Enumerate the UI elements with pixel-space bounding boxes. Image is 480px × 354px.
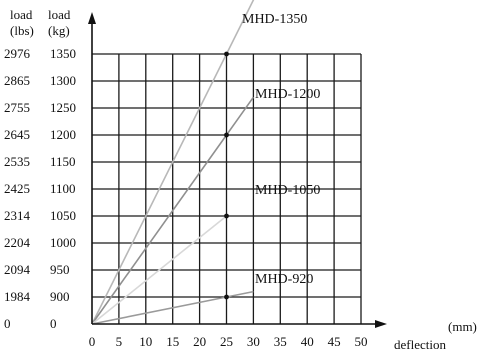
series-label: MHD-920	[255, 272, 313, 287]
header-kg: (kg)	[48, 23, 70, 38]
axes	[88, 12, 387, 328]
series-line	[91, 215, 228, 325]
x-tick-label: 20	[193, 334, 206, 349]
series-label: MHD-1200	[255, 87, 320, 102]
series-label: MHD-1350	[242, 12, 307, 27]
x-tick-label: 25	[220, 334, 233, 349]
y-tick-label-lbs: 2755	[4, 100, 30, 115]
grid	[92, 53, 362, 324]
y-tick-label-kg: 950	[50, 262, 70, 277]
header-lbs: load	[10, 7, 33, 22]
x-axis-unit: (mm)	[448, 319, 477, 334]
x-axis-label: deflection	[394, 337, 446, 352]
y-tick-label-kg: 1250	[50, 100, 76, 115]
y-tick-label-kg: 900	[50, 289, 70, 304]
x-tick-label: 15	[166, 334, 179, 349]
y-tick-label-kg: 1300	[50, 73, 76, 88]
x-axis-arrow	[375, 320, 387, 328]
y-tick-label-kg: 1200	[50, 127, 76, 142]
x-tick-label: 0	[89, 334, 96, 349]
y-tick-label-lbs: 2535	[4, 154, 30, 169]
y-tick-label-kg: 1050	[50, 208, 76, 223]
x-tick-label: 35	[274, 334, 287, 349]
x-tick-label: 40	[301, 334, 314, 349]
x-tick-label: 5	[116, 334, 123, 349]
x-tick-label: 45	[328, 334, 341, 349]
y-tick-label-lbs: 2645	[4, 127, 30, 142]
y-tick-label-lbs: 2976	[4, 46, 31, 61]
y-tick-label-kg: 1100	[50, 181, 76, 196]
y-tick-label-lbs: 1984	[4, 289, 31, 304]
series-point	[224, 132, 229, 138]
series-point	[224, 51, 229, 57]
x-tick-label: 50	[355, 334, 368, 349]
y-tick-label-kg: 0	[50, 316, 57, 331]
y-tick-label-kg: 1000	[50, 235, 76, 250]
y-axis-arrow	[88, 12, 96, 24]
y-tick-label-lbs: 2425	[4, 181, 30, 196]
x-tick-label: 10	[139, 334, 152, 349]
y-tick-label-kg: 1150	[50, 154, 76, 169]
y-tick-label-lbs: 2204	[4, 235, 31, 250]
series-lines	[91, 0, 255, 325]
header-kg: load	[48, 7, 71, 22]
series-point	[224, 213, 229, 219]
y-tick-label-kg: 1350	[50, 46, 76, 61]
series-point	[224, 294, 229, 300]
y-tick-label-lbs: 2314	[4, 208, 31, 223]
y-tick-label-lbs: 0	[4, 316, 11, 331]
y-tick-label-lbs: 2094	[4, 262, 31, 277]
series-label: MHD-1050	[255, 183, 320, 198]
x-tick-label: 30	[247, 334, 260, 349]
y-tick-label-lbs: 2865	[4, 73, 30, 88]
header-lbs: (lbs)	[10, 23, 34, 38]
